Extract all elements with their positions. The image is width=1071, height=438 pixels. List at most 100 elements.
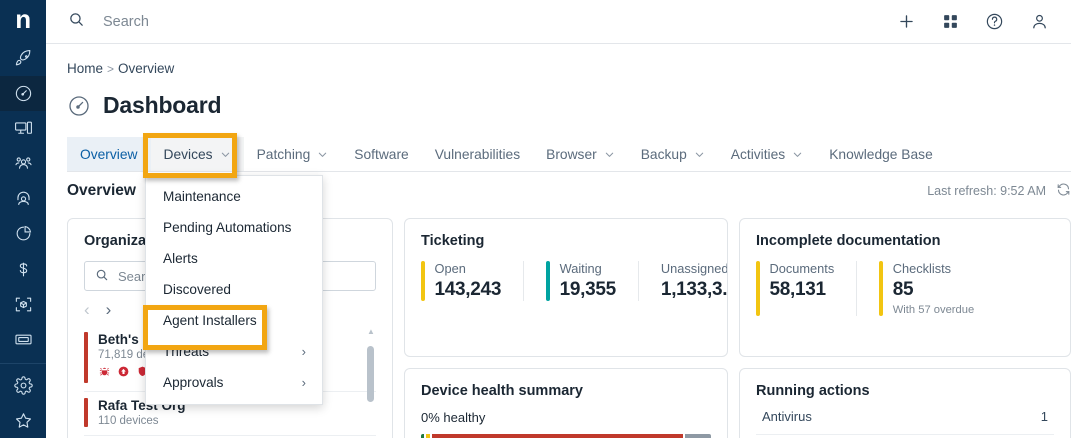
tab-software[interactable]: Software: [341, 137, 421, 171]
sidebar-item-devices[interactable]: [0, 111, 46, 146]
tab-bar: Overview Devices Patching Software Vulne…: [67, 137, 1071, 172]
help-circle-icon[interactable]: [985, 12, 1004, 31]
ticketing-stats: Open 143,243 Waiting 19,355: [421, 261, 727, 301]
health-segment-healthy[interactable]: [421, 434, 425, 438]
star-icon: [14, 411, 33, 430]
stat-accent-bar: [546, 261, 550, 301]
users-group-icon: [14, 154, 33, 173]
stat-accent-bar: [879, 261, 883, 316]
pager-next-button[interactable]: ›: [105, 300, 112, 319]
ticket-icon: [14, 330, 33, 349]
devices-dropdown-menu: Maintenance Pending Automations Alerts D…: [145, 175, 323, 405]
tab-label: Devices: [163, 146, 213, 162]
stat-accent-bar: [421, 261, 425, 301]
tab-knowledge-base[interactable]: Knowledge Base: [816, 137, 946, 171]
sidebar-item-ticketing[interactable]: [0, 322, 46, 357]
bug-icon[interactable]: [98, 365, 111, 383]
gauge-icon: [67, 94, 91, 118]
tab-devices[interactable]: Devices: [150, 137, 244, 171]
table-row[interactable]: Antivirus 1: [756, 399, 1054, 435]
top-bar: Search: [46, 0, 1071, 44]
search-input[interactable]: Search: [103, 13, 149, 30]
stat-value: 1,133,3...: [660, 279, 728, 300]
health-segment-critical[interactable]: [432, 434, 684, 438]
sidebar-item-reporting[interactable]: [0, 216, 46, 251]
stat-label: Documents: [769, 261, 835, 276]
menu-item-pending-automations[interactable]: Pending Automations: [146, 212, 322, 243]
sidebar-item-getting-started[interactable]: [0, 41, 46, 76]
menu-item-label: Approvals: [163, 375, 224, 390]
page-header: Dashboard: [67, 92, 222, 119]
apps-grid-icon[interactable]: [942, 13, 959, 30]
stat-checklists: Checklists 85 With 57 overdue: [856, 261, 996, 316]
plus-icon[interactable]: [897, 12, 916, 31]
stat-documents: Documents 58,131: [756, 261, 856, 316]
chevron-down-icon: [220, 149, 231, 160]
menu-item-alerts[interactable]: Alerts: [146, 243, 322, 274]
scrollbar-thumb[interactable]: [367, 346, 374, 402]
sidebar-item-inventory[interactable]: [0, 287, 46, 322]
tab-label: Patching: [256, 146, 311, 162]
arrow-up-circle-icon[interactable]: [117, 365, 130, 383]
rocket-icon: [14, 49, 33, 68]
scroll-up-icon[interactable]: ▲: [367, 327, 375, 336]
chevron-down-icon: [604, 149, 615, 160]
pie-chart-icon: [14, 224, 33, 243]
status-bar: [84, 398, 88, 427]
dollar-icon: [14, 260, 33, 279]
global-search[interactable]: Search: [68, 11, 897, 33]
tab-label: Software: [354, 146, 409, 162]
tab-label: Backup: [640, 146, 687, 162]
chevron-right-icon: ›: [301, 375, 306, 390]
menu-item-discovered[interactable]: Discovered: [146, 274, 322, 305]
search-icon: [95, 268, 109, 285]
pager-prev-button[interactable]: ‹: [84, 300, 90, 319]
tab-label: Vulnerabilities: [434, 146, 521, 162]
sidebar-item-settings[interactable]: [0, 368, 46, 403]
page-title: Dashboard: [103, 92, 222, 118]
tab-patching[interactable]: Patching: [244, 137, 342, 171]
app-logo[interactable]: n: [0, 0, 46, 41]
health-segment-warning[interactable]: [426, 434, 431, 438]
section-header: Overview Last refresh: 9:52 AM: [67, 182, 1071, 200]
chevron-down-icon: [694, 149, 705, 160]
sidebar-item-favorites[interactable]: [0, 403, 46, 438]
stat-value: 85: [892, 279, 914, 300]
menu-item-agent-installers[interactable]: Agent Installers: [146, 305, 322, 336]
menu-item-approvals[interactable]: Approvals ›: [146, 367, 322, 398]
breadcrumb: Home > Overview: [67, 61, 174, 76]
sidebar-item-support[interactable]: [0, 181, 46, 216]
sidebar-item-users[interactable]: [0, 146, 46, 181]
menu-item-maintenance[interactable]: Maintenance: [146, 181, 322, 212]
tab-browser[interactable]: Browser: [533, 137, 628, 171]
breadcrumb-home[interactable]: Home: [67, 61, 104, 76]
user-account-icon[interactable]: [1030, 12, 1049, 31]
menu-item-threats[interactable]: Threats ›: [146, 336, 322, 367]
tab-activities[interactable]: Activities: [718, 137, 816, 171]
stat-waiting: Waiting 19,355: [523, 261, 638, 301]
chevron-right-icon: ›: [301, 344, 306, 359]
organizations-pager: ‹ ›: [84, 301, 376, 318]
device-health-card: Device health summary 0% healthy: [404, 368, 728, 438]
stat-value: 58,131: [769, 279, 827, 300]
documentation-stats: Documents 58,131 Checklists 85 With 57 o…: [756, 261, 1054, 316]
incomplete-documentation-card: Incomplete documentation Documents 58,13…: [739, 218, 1071, 357]
refresh-icon[interactable]: [1056, 182, 1071, 200]
card-title: Incomplete documentation: [756, 233, 941, 249]
sidebar-item-billing[interactable]: [0, 252, 46, 287]
tab-backup[interactable]: Backup: [628, 137, 718, 171]
stat-label: Checklists: [892, 261, 952, 276]
health-segment-offline[interactable]: [685, 434, 711, 438]
last-refresh: Last refresh: 9:52 AM: [927, 182, 1071, 200]
breadcrumb-current[interactable]: Overview: [118, 61, 175, 76]
organizations-scrollbar[interactable]: ▲: [367, 327, 375, 402]
tab-overview[interactable]: Overview: [67, 137, 151, 171]
left-sidebar: n: [0, 0, 46, 438]
sidebar-item-dashboard[interactable]: [0, 75, 46, 112]
stat-value: 143,243: [434, 279, 502, 300]
stat-label: Waiting: [559, 261, 602, 276]
dashboard-cards: Organizations Search ‹ ›: [67, 218, 1071, 438]
tab-vulnerabilities[interactable]: Vulnerabilities: [422, 137, 533, 171]
card-title: Ticketing: [421, 233, 485, 249]
shield-icon[interactable]: [136, 365, 149, 383]
